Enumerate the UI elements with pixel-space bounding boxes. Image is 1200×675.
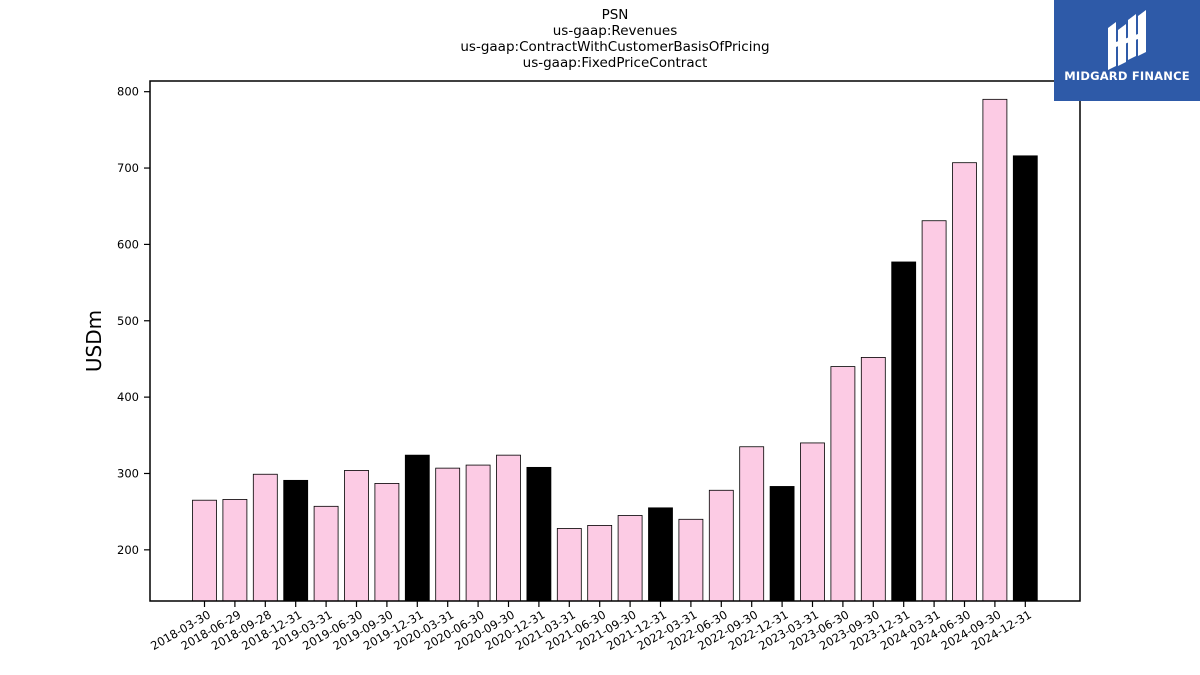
y-tick-label: 700 (117, 161, 139, 175)
midgard-logo-icon (1108, 10, 1146, 70)
y-tick-label: 600 (117, 237, 139, 251)
bar-2023-09-30 (860, 357, 886, 602)
bar-2018-03-30 (192, 499, 217, 602)
y-tick-label: 800 (117, 85, 139, 99)
bar-2021-06-30 (587, 525, 613, 602)
y-axis-label: USDm (82, 310, 106, 372)
y-tick-label: 300 (117, 466, 139, 480)
x-axis: 2018-03-302018-06-292018-09-282018-12-31… (148, 601, 1034, 653)
chart-title-line-4: us-gaap:FixedPriceContract (522, 55, 708, 71)
bar-2022-09-30 (739, 446, 765, 602)
bar-2019-03-31 (313, 505, 339, 602)
chart-title-line-2: us-gaap:Revenues (552, 23, 678, 39)
bar-2024-12-31 (1012, 155, 1038, 602)
chart-title-line-3: us-gaap:ContractWithCustomerBasisOfPrici… (460, 39, 770, 55)
bar-2018-06-29 (222, 499, 248, 602)
bar-2023-12-31 (891, 261, 917, 602)
bar-2021-12-31 (648, 507, 673, 602)
chart-title-line-1: PSN (601, 7, 629, 23)
bar-2021-09-30 (617, 515, 643, 602)
y-tick-label: 200 (117, 543, 139, 557)
y-tick-label: 500 (117, 314, 139, 328)
bar-2024-03-31 (921, 220, 947, 602)
midgard-finance-logo: MIDGARD FINANCE (1054, 0, 1200, 101)
chart-title: PSN us-gaap:Revenues us-gaap:ContractWit… (150, 7, 1080, 71)
bar-2024-09-30 (982, 98, 1008, 602)
plot-frame (149, 80, 1081, 602)
bar-2022-12-31 (769, 486, 795, 602)
bar-2022-06-30 (708, 489, 734, 602)
y-tick-label: 400 (117, 390, 139, 404)
bar-2023-06-30 (830, 366, 856, 602)
bar-2020-03-31 (435, 467, 461, 602)
bar-2019-12-31 (404, 454, 430, 602)
bars-group (192, 98, 1038, 602)
bar-2019-09-30 (374, 483, 400, 602)
bar-2020-09-30 (496, 454, 521, 602)
bar-2018-12-31 (283, 479, 309, 602)
bar-2024-06-30 (952, 162, 977, 602)
bar-2020-06-30 (465, 464, 491, 602)
y-axis: 200 300 400 500 600 700 800 (117, 85, 150, 557)
bar-2020-12-31 (526, 466, 552, 602)
bar-2019-06-30 (344, 470, 369, 602)
bar-2022-03-31 (678, 518, 704, 602)
bar-2021-03-31 (556, 528, 582, 602)
bar-2018-09-28 (252, 473, 278, 602)
bar-2023-03-31 (800, 442, 825, 602)
logo-text: MIDGARD FINANCE (1064, 69, 1190, 83)
